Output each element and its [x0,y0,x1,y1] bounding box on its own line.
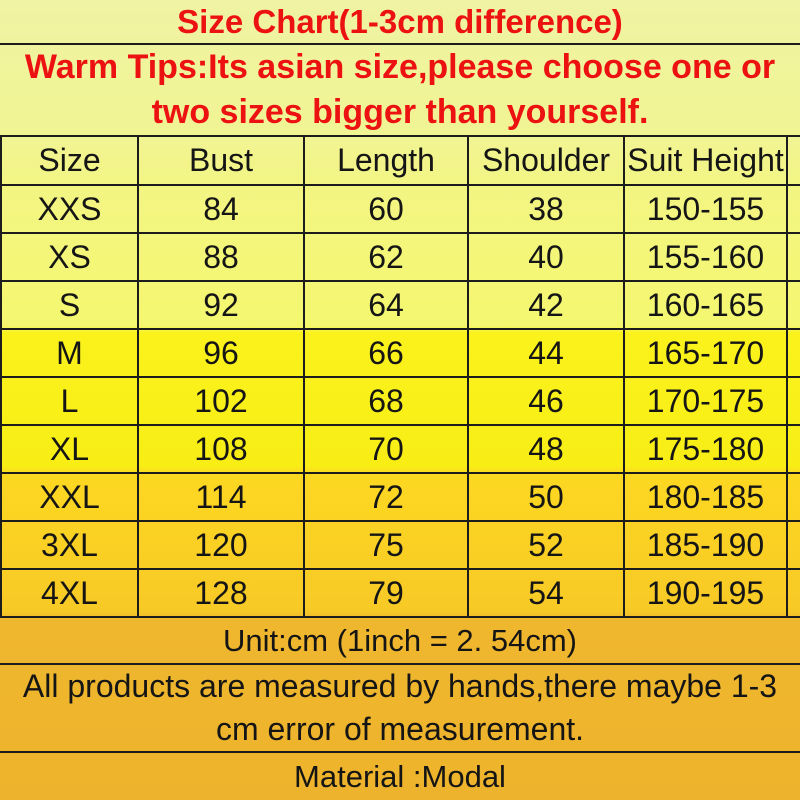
table-cell: 155-160 [625,234,788,280]
table-cell: 92 [139,282,305,328]
table-cell: 79 [305,570,469,616]
table-cell: 52 [469,522,625,568]
table-row-xxl: XXL 114 72 50 180-185 [0,474,800,522]
table-row-4xl: 4XL 128 79 54 190-195 [0,570,800,618]
table-cell: 75 [305,522,469,568]
header-right-gutter [788,137,800,184]
table-cell: 38 [469,186,625,232]
table-row-s: S 92 64 42 160-165 [0,282,800,330]
table-cell: 160-165 [625,282,788,328]
table-cell: 72 [305,474,469,520]
table-cell: 190-195 [625,570,788,616]
material-note: Material :Modal [294,758,506,794]
table-cell: S [0,282,139,328]
table-cell: 70 [305,426,469,472]
table-cell: XXS [0,186,139,232]
table-row-xxs: XXS 84 60 38 150-155 [0,186,800,234]
table-cell: 46 [469,378,625,424]
table-cell: 96 [139,330,305,376]
table-cell: 180-185 [625,474,788,520]
warm-tips: Warm Tips:Its asian size,please choose o… [0,45,800,137]
table-cell: 170-175 [625,378,788,424]
table-row-m: M 96 66 44 165-170 [0,330,800,378]
table-cell: XXL [0,474,139,520]
table-cell: 44 [469,330,625,376]
table-cell: 48 [469,426,625,472]
table-cell: 128 [139,570,305,616]
column-header-suit-height: Suit Height [625,137,788,184]
table-cell: 114 [139,474,305,520]
table-cell: 185-190 [625,522,788,568]
table-cell: 150-155 [625,186,788,232]
column-header-bust: Bust [139,137,305,184]
table-cell: 108 [139,426,305,472]
table-cell: 60 [305,186,469,232]
table-cell: 120 [139,522,305,568]
table-cell: 54 [469,570,625,616]
table-cell: 165-170 [625,330,788,376]
table-row-3xl: 3XL 120 75 52 185-190 [0,522,800,570]
column-header-size: Size [0,137,139,184]
table-cell: 66 [305,330,469,376]
column-header-length: Length [305,137,469,184]
table-cell: 62 [305,234,469,280]
table-cell: XL [0,426,139,472]
table-cell: XS [0,234,139,280]
column-header-shoulder: Shoulder [469,137,625,184]
table-row-xl: XL 108 70 48 175-180 [0,426,800,474]
measurement-note: All products are measured by hands,there… [0,665,800,753]
table-cell: 88 [139,234,305,280]
table-cell: 50 [469,474,625,520]
table-row-xs: XS 88 62 40 155-160 [0,234,800,282]
table-cell: 102 [139,378,305,424]
table-cell: 3XL [0,522,139,568]
unit-note: Unit:cm (1inch = 2. 54cm) [0,618,800,665]
table-cell: 42 [469,282,625,328]
table-cell: 68 [305,378,469,424]
table-row-l: L 102 68 46 170-175 [0,378,800,426]
table-cell: 84 [139,186,305,232]
table-cell: 64 [305,282,469,328]
table-cell: 40 [469,234,625,280]
table-cell: M [0,330,139,376]
table-cell: L [0,378,139,424]
table-header-row: Size Bust Length Shoulder Suit Height [0,137,800,186]
chart-title: Size Chart(1-3cm difference) [0,0,800,45]
table-cell: 4XL [0,570,139,616]
table-cell: 175-180 [625,426,788,472]
